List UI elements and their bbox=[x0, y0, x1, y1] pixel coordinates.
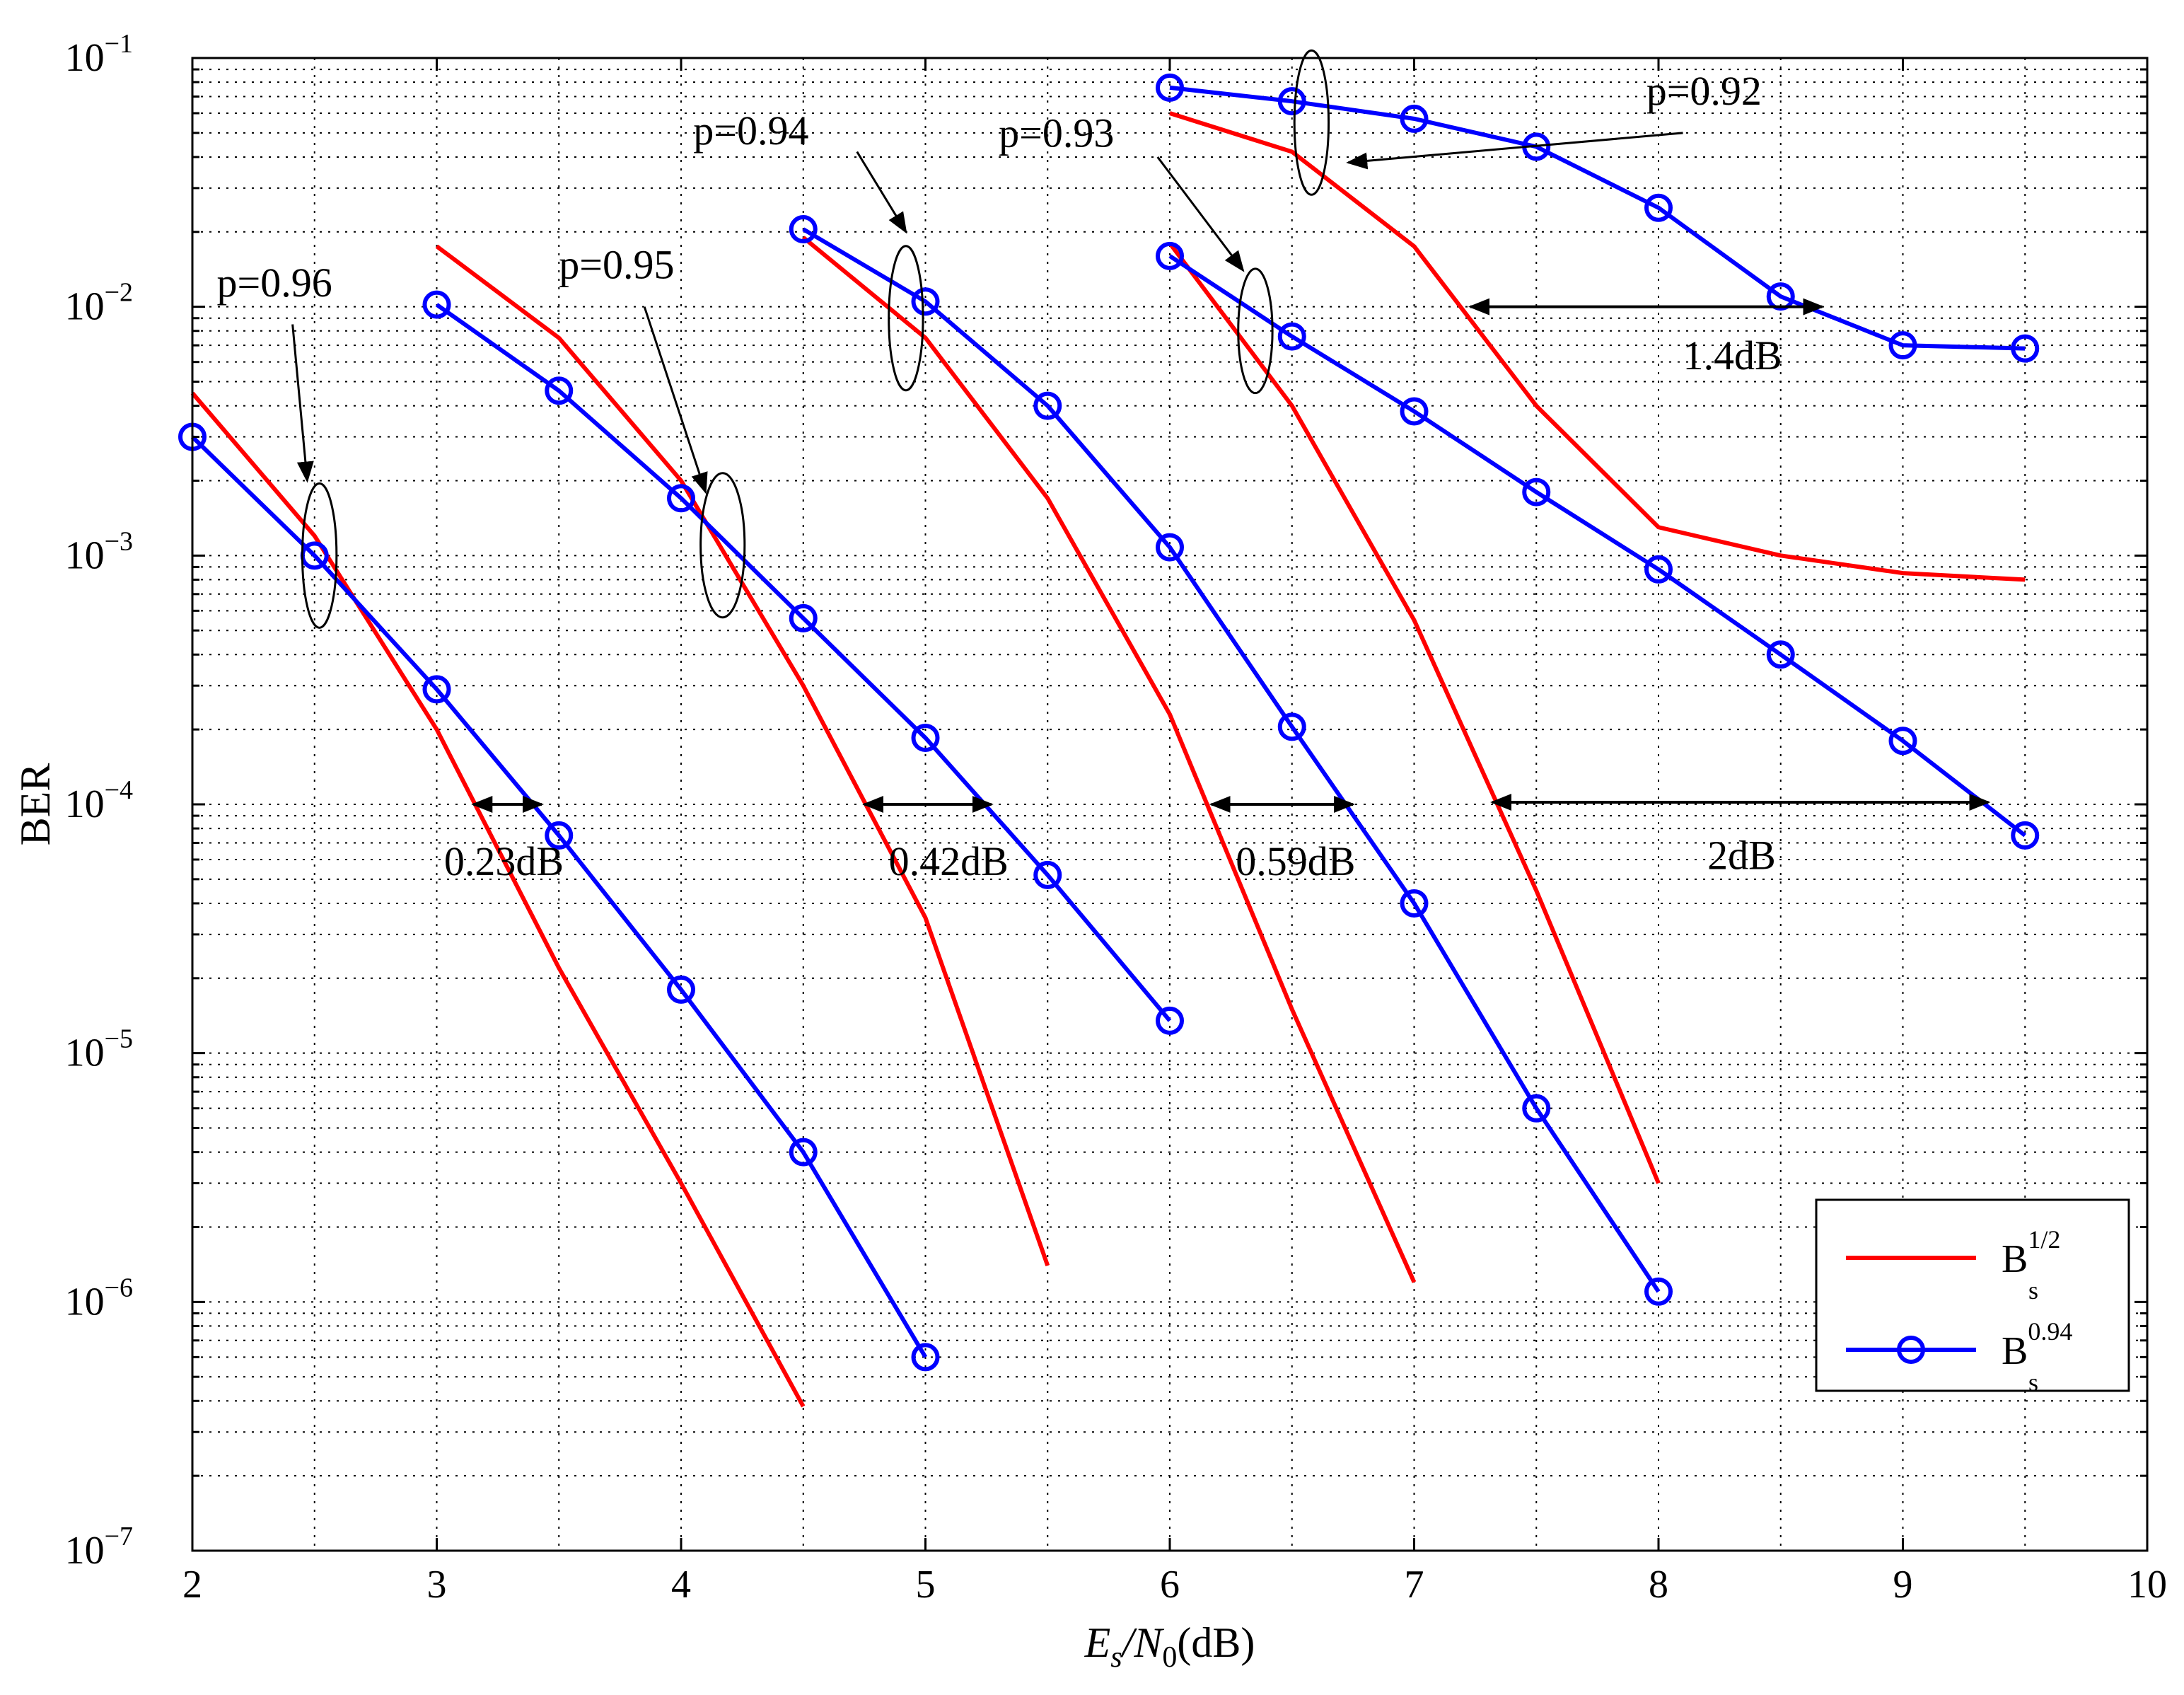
series-line bbox=[190, 435, 928, 1358]
legend-box bbox=[1815, 1198, 2130, 1392]
group-ellipse bbox=[1237, 267, 1274, 395]
legend-marker bbox=[1897, 1336, 1925, 1364]
data-point bbox=[422, 675, 451, 704]
x-axis-label-sub2: 0 bbox=[1162, 1641, 1177, 1674]
y-tick-label: 10−2 bbox=[65, 278, 133, 329]
data-point bbox=[1033, 391, 1062, 420]
data-point bbox=[911, 724, 940, 753]
data-point bbox=[1277, 712, 1306, 741]
series-line bbox=[190, 391, 806, 1408]
x-tick-label: 10 bbox=[2127, 1563, 2167, 1607]
x-axis-label-unit: (dB) bbox=[1177, 1619, 1255, 1666]
data-point bbox=[789, 1138, 818, 1167]
data-point bbox=[545, 376, 574, 405]
data-point bbox=[2011, 334, 2040, 363]
x-tick-label: 9 bbox=[1893, 1563, 1913, 1607]
axis-ticks: 2 3 4 5 6 7 8 9 10 10−7 10−6 10−5 10−4 10−3 10−2 10−1 bbox=[65, 29, 2167, 1607]
p-annotation-label: p=0.96 bbox=[217, 260, 332, 306]
y-tick-label: 10−4 bbox=[65, 775, 133, 826]
group-ellipse bbox=[1293, 49, 1330, 196]
data-point bbox=[1156, 241, 1184, 270]
x-tick-label: 3 bbox=[427, 1563, 447, 1607]
annotation-arrow bbox=[643, 306, 708, 494]
y-tick-label: 10−6 bbox=[65, 1273, 133, 1324]
series-line bbox=[801, 236, 1417, 1283]
data-point bbox=[789, 215, 818, 244]
data-point bbox=[1156, 1006, 1184, 1035]
p-annotation-label: p=0.92 bbox=[1646, 68, 1762, 114]
series-line bbox=[1168, 242, 1661, 1184]
data-point bbox=[1644, 555, 1673, 584]
data-point bbox=[1888, 331, 1917, 360]
gap-label: 0.59dB bbox=[1236, 838, 1355, 884]
series-group bbox=[178, 73, 2040, 1408]
data-point bbox=[911, 287, 940, 316]
x-axis-label: Es/N0(dB) bbox=[1084, 1619, 1255, 1674]
x-tick-label: 5 bbox=[916, 1563, 936, 1607]
x-tick-label: 6 bbox=[1160, 1563, 1180, 1607]
y-tick-label: 10−3 bbox=[65, 526, 133, 577]
gap-label: 2dB bbox=[1707, 832, 1776, 878]
data-point bbox=[422, 290, 451, 319]
data-point bbox=[545, 821, 574, 850]
series-line bbox=[435, 303, 1172, 1022]
legend: B1/2 s B0.94 s bbox=[1815, 1198, 2130, 1396]
data-point bbox=[667, 975, 695, 1004]
group-ellipse bbox=[699, 472, 746, 619]
x-axis-label-sub: s bbox=[1110, 1641, 1122, 1674]
x-axis-label-base: E bbox=[1084, 1619, 1111, 1666]
x-tick-label: 7 bbox=[1405, 1563, 1424, 1607]
data-point bbox=[1888, 727, 1917, 756]
data-point bbox=[1277, 322, 1306, 351]
gap-label: 0.23dB bbox=[444, 838, 564, 884]
data-point bbox=[1522, 478, 1551, 507]
y-tick-label: 10−5 bbox=[65, 1024, 133, 1075]
p-annotation-label: p=0.95 bbox=[559, 242, 674, 288]
legend-label: B0.94 s bbox=[2002, 1317, 2072, 1396]
data-point bbox=[1033, 860, 1062, 889]
data-point bbox=[1400, 104, 1429, 133]
annotations: p=0.96 p=0.95 p=0.94 p=0.93 p=0.92 0.23dB 0.42… bbox=[217, 49, 1991, 884]
x-tick-label: 4 bbox=[671, 1563, 691, 1607]
data-point bbox=[1277, 87, 1306, 116]
data-point bbox=[1766, 640, 1795, 669]
annotation-arrow bbox=[1346, 132, 1683, 170]
group-ellipse bbox=[888, 245, 924, 392]
gap-label: 1.4dB bbox=[1683, 332, 1782, 378]
x-tick-label: 2 bbox=[182, 1563, 202, 1607]
x-tick-label: 8 bbox=[1649, 1563, 1668, 1607]
data-point bbox=[1400, 889, 1429, 918]
data-point bbox=[2011, 821, 2040, 850]
series-line bbox=[1169, 111, 2026, 582]
data-point bbox=[1644, 193, 1673, 222]
gap-label: 0.42dB bbox=[889, 838, 1009, 884]
series-line bbox=[802, 227, 1661, 1293]
data-point bbox=[789, 603, 818, 632]
p-annotation-label: p=0.93 bbox=[999, 110, 1114, 156]
annotation-arrow bbox=[291, 324, 314, 483]
series-line bbox=[1168, 254, 2027, 838]
annotation-arrow bbox=[1156, 156, 1245, 272]
data-point bbox=[1522, 1094, 1551, 1123]
series-line bbox=[1169, 85, 2026, 351]
data-point bbox=[1400, 397, 1429, 426]
x-axis-label-mid: /N bbox=[1120, 1619, 1165, 1666]
data-point bbox=[911, 1343, 940, 1372]
y-axis-label: BER bbox=[12, 763, 59, 846]
y-tick-label: 10−7 bbox=[65, 1522, 133, 1573]
data-point bbox=[1156, 533, 1184, 562]
data-point bbox=[1644, 1277, 1673, 1306]
data-point bbox=[1156, 73, 1184, 102]
y-tick-label: 10−1 bbox=[65, 29, 133, 80]
p-annotation-label: p=0.94 bbox=[693, 108, 808, 154]
legend-label: B1/2 s bbox=[2002, 1225, 2060, 1304]
annotation-arrow bbox=[856, 151, 907, 234]
data-point bbox=[667, 484, 695, 513]
series-line bbox=[435, 244, 1050, 1266]
group-ellipse bbox=[301, 482, 338, 629]
